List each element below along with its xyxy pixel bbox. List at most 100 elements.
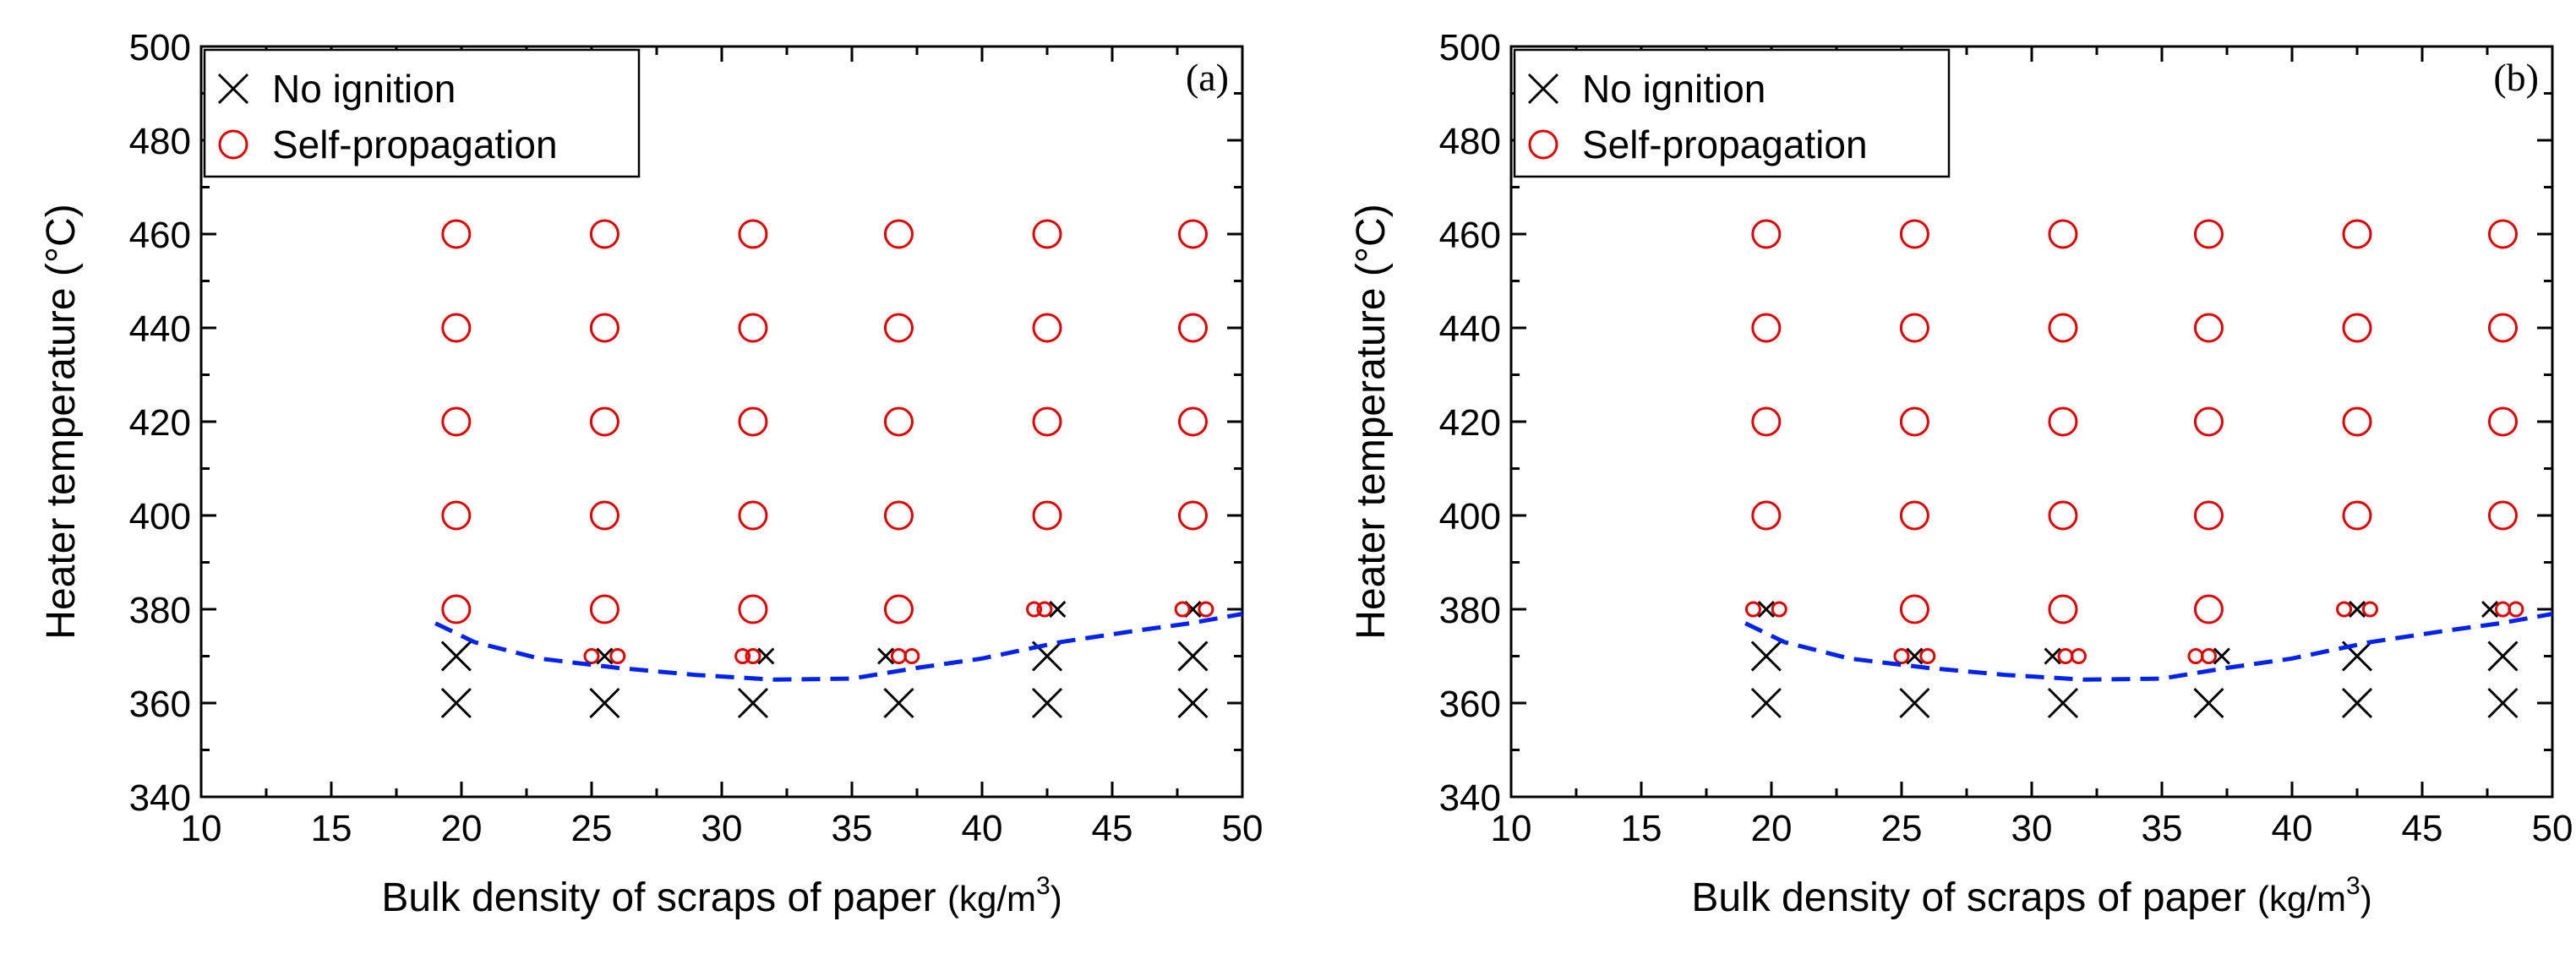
self-propagation-marker	[883, 594, 914, 624]
self-propagation-marker	[1032, 313, 1062, 343]
self-propagation-marker	[589, 313, 619, 343]
self-propagation-marker	[1032, 500, 1062, 531]
cross-stroke	[1177, 641, 1209, 672]
self-propagation-marker	[2342, 406, 2372, 437]
cross-stroke	[1031, 641, 1063, 672]
no-ignition-marker	[1031, 687, 1063, 719]
x-tick-label: 25	[1881, 808, 1923, 849]
x-tick-label: 50	[1222, 808, 1263, 849]
no-ignition-marker	[217, 73, 249, 105]
cross-stroke	[2047, 687, 2079, 719]
x-tick-label: 10	[181, 808, 222, 849]
self-propagation-marker	[883, 219, 914, 249]
self-propagation-marker	[441, 500, 472, 531]
y-tick-label: 360	[1439, 684, 1501, 725]
no-ignition-marker	[876, 647, 895, 665]
self-propagation-marker	[1177, 500, 1208, 531]
self-propagation-marker	[589, 219, 619, 249]
self-propagation-marker	[1177, 219, 1208, 249]
self-propagation-marker	[1899, 219, 1929, 249]
self-propagation-marker	[2193, 406, 2224, 437]
self-propagation-marker	[589, 594, 619, 624]
self-propagation-marker	[2508, 601, 2524, 618]
self-propagation-marker	[1036, 601, 1053, 618]
cross-stroke	[1906, 647, 1924, 665]
panel-label: (b)	[2493, 56, 2539, 99]
self-propagation-marker	[2487, 219, 2518, 249]
no-ignition-marker	[883, 687, 914, 719]
series-no-ignition	[440, 600, 1209, 719]
self-propagation-marker	[738, 500, 768, 531]
cross-stroke	[2044, 647, 2061, 665]
panel-label: (a)	[1186, 56, 1229, 99]
x-axis-title: Bulk density of scraps of paper (kg/m3)	[381, 872, 1062, 920]
x-tick-label: 15	[1621, 808, 1662, 849]
self-propagation-marker	[589, 406, 619, 437]
cross-stroke	[2213, 647, 2230, 665]
y-tick-label: 480	[1439, 121, 1501, 162]
self-propagation-marker	[1177, 313, 1208, 343]
self-propagation-marker	[2342, 219, 2372, 249]
legend-box	[203, 48, 641, 178]
no-ignition-marker	[2341, 687, 2373, 719]
self-propagation-marker	[2200, 648, 2217, 664]
legend: No ignition Self-propagation	[1513, 48, 1951, 178]
series-self-propagation	[441, 219, 1214, 664]
self-propagation-marker	[1899, 406, 1929, 437]
self-propagation-marker	[1177, 406, 1208, 437]
cross-stroke	[217, 73, 249, 105]
self-propagation-marker	[2494, 601, 2511, 618]
series-ignition-boundary	[1744, 612, 2553, 682]
x-tick-label: 45	[2402, 808, 2443, 849]
cross-stroke	[440, 687, 472, 719]
no-ignition-marker	[757, 647, 775, 665]
x-tick-label: 15	[311, 808, 352, 849]
chart-panel-b: 10 15 20 25 30 35 40 45 50 340 360 380 400 420 440 460 4…	[1349, 27, 2573, 920]
y-tick-label: 500	[129, 27, 191, 68]
y-tick-label: 400	[129, 496, 191, 537]
self-propagation-marker	[441, 594, 472, 624]
y-tick-label: 460	[129, 215, 191, 256]
self-propagation-marker	[2361, 601, 2378, 618]
cross-stroke	[2341, 641, 2373, 672]
cross-stroke	[2348, 600, 2366, 619]
cross-stroke	[1750, 641, 1782, 672]
self-propagation-marker	[583, 648, 600, 664]
self-propagation-marker	[2193, 219, 2224, 249]
x-tick-label: 50	[2532, 808, 2573, 849]
cross-stroke	[440, 641, 472, 672]
legend-label-no-ignition: No ignition	[1582, 67, 1766, 111]
self-propagation-marker	[2048, 313, 2078, 343]
x-axis-unit: (kg/m	[2257, 879, 2346, 919]
self-propagation-marker	[1174, 601, 1191, 618]
self-propagation-marker	[2487, 313, 2518, 343]
y-tick-label: 460	[1439, 215, 1501, 256]
self-propagation-marker	[883, 406, 914, 437]
self-propagation-marker	[1899, 500, 1929, 531]
no-ignition-marker	[1899, 687, 1930, 719]
self-propagation-marker	[2342, 313, 2372, 343]
no-ignition-marker	[2047, 687, 2079, 719]
self-propagation-marker	[883, 500, 914, 531]
self-propagation-marker	[1899, 313, 1929, 343]
self-propagation-marker	[738, 313, 768, 343]
no-ignition-marker	[1527, 73, 1559, 105]
x-axis-title-main: Bulk density of scraps of paper	[1691, 875, 2257, 920]
cross-stroke	[1049, 600, 1067, 619]
self-propagation-marker	[1751, 219, 1782, 249]
legend-box	[1513, 48, 1951, 178]
cross-stroke	[1757, 600, 1775, 619]
cross-stroke	[2481, 600, 2499, 619]
no-ignition-marker	[2487, 687, 2519, 719]
self-propagation-marker	[738, 406, 768, 437]
x-axis-unit-superscript: 3	[1036, 872, 1051, 900]
x-axis-unit-close: )	[2360, 879, 2372, 919]
self-propagation-marker	[734, 648, 751, 664]
no-ignition-marker	[2481, 600, 2499, 619]
x-tick-label: 20	[441, 808, 483, 849]
cross-stroke	[737, 687, 769, 719]
self-propagation-marker	[883, 313, 914, 343]
self-propagation-marker	[1893, 648, 1910, 664]
y-tick-label: 440	[1439, 308, 1501, 350]
